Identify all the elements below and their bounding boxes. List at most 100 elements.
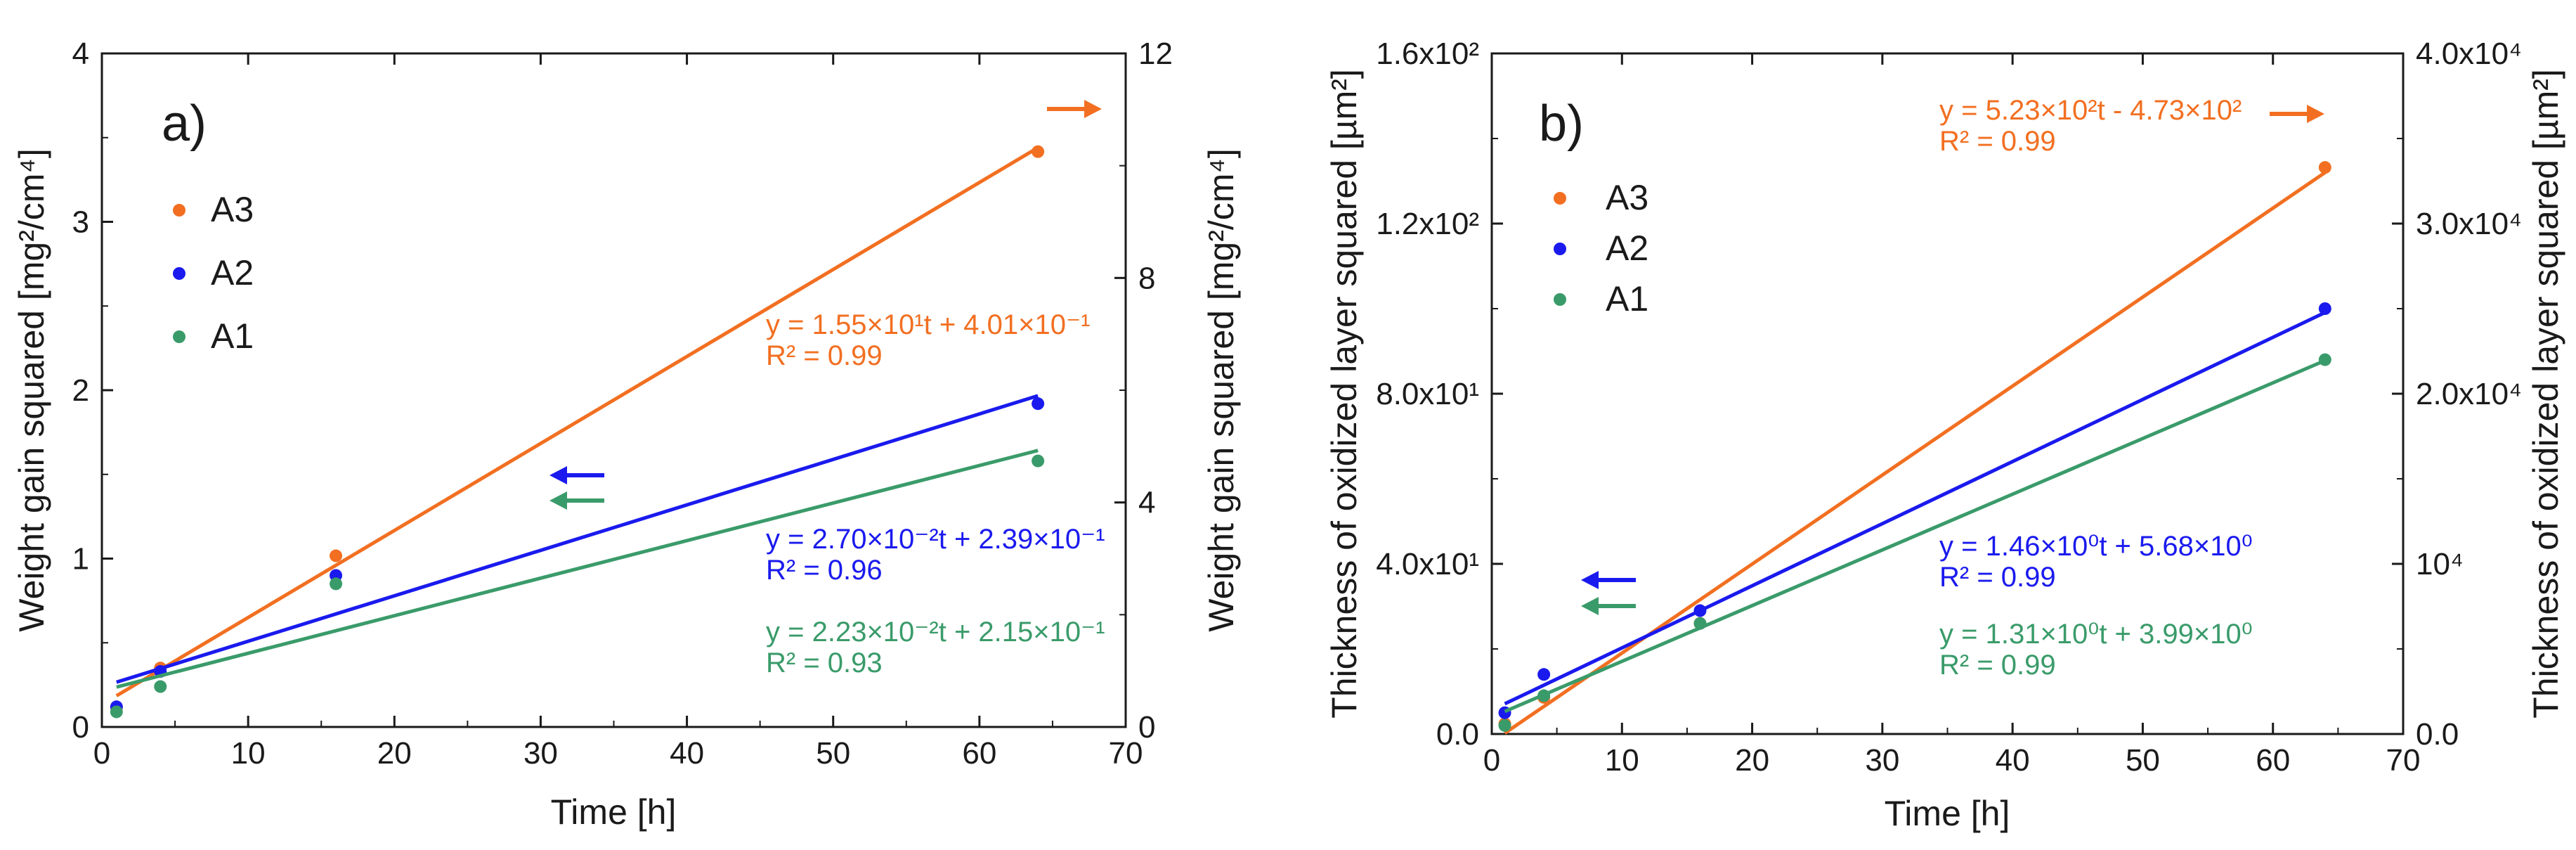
fit-line-a2 [116, 394, 1039, 684]
y-tick-label: 1.6x10² [1376, 37, 1479, 71]
x-tick-label: 0 [93, 736, 110, 771]
x-tick-label: 0 [1483, 743, 1500, 778]
arrow-left-a2 [1581, 571, 1636, 589]
x-tick-label: 10 [1605, 743, 1639, 778]
x-tick-label: 60 [962, 736, 996, 771]
y-axis-right: 0 4 8 12 [1114, 37, 1173, 745]
data-point-a1 [1693, 617, 1707, 630]
fit-r2-a3: R² = 0.99 [1939, 126, 2056, 157]
y-right-tick-label: 4.0x10⁴ [2416, 37, 2522, 71]
y-right-tick-label: 0 [1138, 710, 1155, 745]
legend: A3 A2 A1 [1554, 178, 1648, 318]
chart-panel-b: 0 10 20 30 40 50 60 70 0.0 4.0x10¹ 8.0x10¹ 1.2x10²… [1325, 37, 2565, 833]
x-axis: 0 10 20 30 40 50 60 70 [1483, 53, 2421, 778]
legend-marker-a2 [173, 267, 186, 280]
legend-label-a2: A2 [211, 253, 254, 292]
arrow-left-a2 [549, 466, 604, 484]
x-tick-label: 10 [231, 736, 266, 771]
data-point-a1 [1537, 689, 1551, 702]
data-point-a2 [2318, 302, 2331, 315]
data-point-a2 [1032, 397, 1045, 411]
data-point-a3 [2318, 161, 2331, 174]
legend-marker-a3 [173, 204, 186, 217]
legend-marker-a2 [1554, 243, 1566, 255]
data-point-a1 [154, 680, 167, 693]
y-axis-right: 0.0 10⁴ 2.0x10⁴ 3.0x10⁴ 4.0x10⁴ [2392, 37, 2522, 752]
y-right-tick-label: 10⁴ [2416, 547, 2464, 581]
arrow-right-a3 [2270, 105, 2324, 123]
panel-label: a) [162, 96, 207, 152]
x-axis-label: Time [h] [1885, 794, 2010, 833]
legend-label-a1: A1 [1606, 279, 1648, 318]
data-point-a1 [1032, 454, 1045, 468]
legend-marker-a1 [173, 330, 186, 343]
y-axis-label: Thickness of oxidized layer squared [µm²… [1325, 69, 1364, 719]
fit-r2-a1: R² = 0.99 [1939, 650, 2056, 681]
legend-label-a3: A3 [211, 190, 254, 229]
arrow-right-a3 [1047, 100, 1102, 118]
y-axis-label: Weight gain squared [mg²/cm⁴] [12, 148, 51, 632]
fit-equation-a1: y = 2.23×10⁻²t + 2.15×10⁻¹ [766, 617, 1105, 648]
legend: A3 A2 A1 [173, 190, 254, 356]
x-tick-label: 50 [816, 736, 850, 771]
y-right-tick-label: 0.0 [2416, 717, 2459, 752]
data-point-a1 [2318, 353, 2331, 366]
fit-r2-a2: R² = 0.99 [1939, 562, 2056, 593]
legend-label-a1: A1 [211, 316, 254, 356]
x-tick-label: 20 [1735, 743, 1769, 778]
data-point-a2 [1693, 604, 1707, 617]
fit-r2-a3: R² = 0.99 [766, 340, 883, 371]
x-tick-label: 50 [2126, 743, 2160, 778]
x-tick-label: 40 [670, 736, 704, 771]
fit-equation-a3: y = 5.23×10²t - 4.73×10² [1939, 95, 2242, 126]
x-tick-label: 70 [2386, 743, 2421, 778]
x-tick-label: 30 [1865, 743, 1899, 778]
y-right-tick-label: 12 [1138, 37, 1173, 71]
x-tick-label: 70 [1109, 736, 1143, 771]
data-point-a1 [330, 577, 343, 591]
data-point-a3 [1032, 145, 1045, 158]
y-right-tick-label: 3.0x10⁴ [2416, 207, 2522, 241]
legend-marker-a1 [1554, 293, 1566, 306]
x-tick-label: 40 [1996, 743, 2030, 778]
data-point-a3 [330, 549, 343, 562]
fit-equation-a3: y = 1.55×10¹t + 4.01×10⁻¹ [766, 309, 1090, 340]
data-point-a1 [1498, 719, 1511, 732]
fit-line-a1 [1504, 359, 2326, 714]
fit-equation-a2: y = 1.46×10⁰t + 5.68×10⁰ [1939, 531, 2253, 562]
y-tick-label: 1.2x10² [1376, 207, 1479, 241]
y-axis-left: 0.0 4.0x10¹ 8.0x10¹ 1.2x10² 1.6x10² [1376, 37, 1503, 752]
data-marks [110, 145, 1045, 719]
fit-line-a1 [116, 449, 1039, 689]
fit-equation-a1: y = 1.31×10⁰t + 3.99×10⁰ [1939, 619, 2253, 650]
legend-marker-a3 [1554, 192, 1566, 205]
x-tick-label: 30 [523, 736, 558, 771]
y-tick-label: 4 [72, 37, 89, 71]
y-tick-label: 8.0x10¹ [1376, 377, 1479, 411]
arrow-left-a1 [1581, 597, 1636, 615]
x-axis-label: Time [h] [551, 792, 677, 832]
y-tick-label: 0 [72, 710, 89, 745]
legend-label-a3: A3 [1606, 178, 1648, 217]
y-tick-label: 1 [72, 542, 89, 577]
fit-equation-a2: y = 2.70×10⁻²t + 2.39×10⁻¹ [766, 524, 1105, 555]
fit-line-a3 [115, 146, 1039, 697]
fit-line-a2 [1504, 311, 2326, 706]
y-tick-label: 4.0x10¹ [1376, 547, 1479, 581]
data-marks [1498, 161, 2331, 735]
arrow-left-a1 [549, 491, 604, 510]
y-axis-right-label: Thickness of oxidized layer squared [µm²… [2526, 69, 2565, 719]
data-point-a1 [110, 705, 123, 719]
fit-r2-a1: R² = 0.93 [766, 648, 883, 678]
y-tick-label: 3 [72, 205, 89, 240]
x-tick-label: 20 [377, 736, 412, 771]
legend-label-a2: A2 [1606, 228, 1648, 268]
x-tick-label: 60 [2256, 743, 2290, 778]
fit-annotations: y = 1.55×10¹t + 4.01×10⁻¹R² = 0.99 y = 2.… [766, 309, 1105, 678]
fit-r2-a2: R² = 0.96 [766, 555, 883, 586]
data-point-a2 [1537, 668, 1551, 681]
x-axis: 0 10 20 30 40 50 60 70 [93, 53, 1143, 771]
